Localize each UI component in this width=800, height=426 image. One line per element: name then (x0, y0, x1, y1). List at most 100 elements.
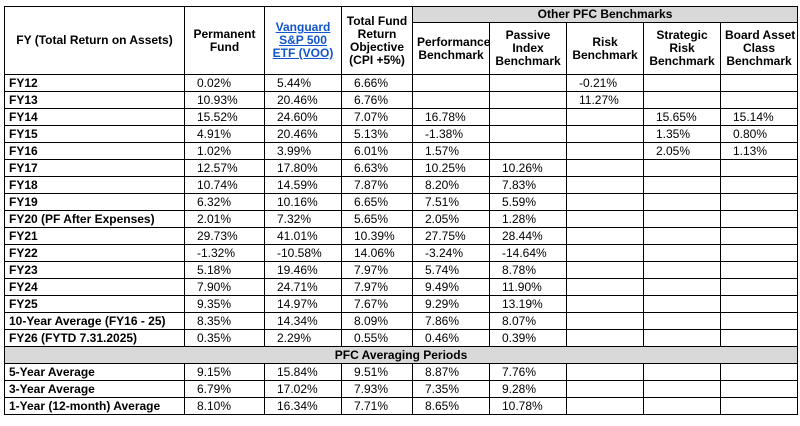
table-cell: 7.97% (341, 278, 413, 296)
table-cell (719, 159, 799, 177)
table-cell: 24.60% (264, 108, 342, 126)
table-cell (719, 74, 799, 92)
table-cell: 8.87% (412, 363, 490, 381)
col-header-vanguard-link[interactable]: Vanguard S&P 500 ETF (VOO) (264, 6, 342, 75)
table-cell: 11.27% (566, 91, 644, 109)
table-cell: 10.16% (264, 193, 342, 211)
row-label: FY21 (4, 227, 185, 245)
table-cell (566, 210, 644, 228)
table-cell: 9.51% (341, 363, 413, 381)
table-cell: 9.15% (184, 363, 265, 381)
table-cell: 3.99% (264, 142, 342, 160)
col-header-risk: Risk Benchmark (566, 22, 644, 75)
table-cell (566, 363, 644, 381)
table-row: 10-Year Average (FY16 - 25) 8.35% 14.34% 8.… (4, 312, 799, 330)
table-cell: 11.90% (489, 278, 567, 296)
row-label: FY17 (4, 159, 185, 177)
table-cell (719, 227, 799, 245)
table-row: FY17 12.57% 17.80% 6.63% 10.25% 10.26% (4, 159, 799, 177)
row-label: FY24 (4, 278, 185, 296)
row-label: 1-Year (12-month) Average (4, 397, 185, 415)
table-cell: 5.74% (412, 261, 490, 279)
table-cell (566, 295, 644, 313)
table-cell (719, 312, 799, 330)
table-cell: 12.57% (184, 159, 265, 177)
row-label: 10-Year Average (FY16 - 25) (4, 312, 185, 330)
returns-table: FY (Total Return on Assets) Permanent Fu… (3, 6, 799, 415)
table-cell: 0.80% (719, 125, 799, 143)
table-cell (643, 244, 721, 262)
table-row: FY14 15.52% 24.60% 7.07% 16.78% 15.65% 15.14% (4, 108, 799, 126)
table-cell: 7.32% (264, 210, 342, 228)
table-cell: 15.52% (184, 108, 265, 126)
table-cell: 5.65% (341, 210, 413, 228)
table-row: 5-Year Average 9.15% 15.84% 9.51% 8.87% 7.76% (4, 363, 799, 381)
table-cell: 7.07% (341, 108, 413, 126)
averaging-body: 5-Year Average 9.15% 15.84% 9.51% 8.87% 7.76%… (4, 363, 799, 415)
header-line: Permanent (193, 26, 256, 41)
table-cell: 28.44% (489, 227, 567, 245)
row-label: 5-Year Average (4, 363, 185, 381)
table-cell (566, 244, 644, 262)
table-cell: 2.29% (264, 329, 342, 347)
table-cell (412, 74, 490, 92)
header-line[interactable]: ETF (VOO) (272, 46, 334, 60)
header-line: Strategic (656, 28, 708, 42)
table-cell (719, 380, 799, 398)
table-cell: 14.59% (264, 176, 342, 194)
table-cell: 8.09% (341, 312, 413, 330)
table-cell: -1.32% (184, 244, 265, 262)
table-cell: 6.79% (184, 380, 265, 398)
table-cell: 14.06% (341, 244, 413, 262)
table-cell (719, 91, 799, 109)
table-cell (719, 261, 799, 279)
table-cell: 0.35% (184, 329, 265, 347)
table-cell: 17.80% (264, 159, 342, 177)
table-cell: 14.97% (264, 295, 342, 313)
table-cell (719, 244, 799, 262)
table-row: FY15 4.91% 20.46% 5.13% -1.38% 1.35% 0.80% (4, 125, 799, 143)
header-line[interactable]: S&P 500 (279, 33, 327, 47)
row-label: FY25 (4, 295, 185, 313)
table-cell (566, 397, 644, 415)
col-header-fund-objective: Total Fund Return Objective (CPI +5%) (341, 6, 413, 75)
row-label: FY22 (4, 244, 185, 262)
table-cell (643, 397, 721, 415)
header-line: Board Asset (725, 28, 796, 42)
table-row: FY20 (PF After Expenses) 2.01% 7.32% 5.65% 2… (4, 210, 799, 228)
table-cell (566, 227, 644, 245)
table-cell: 8.35% (184, 312, 265, 330)
table-cell: 0.02% (184, 74, 265, 92)
table-cell: 5.13% (341, 125, 413, 143)
table-cell: 20.46% (264, 91, 342, 109)
table-cell: 6.76% (341, 91, 413, 109)
header-line[interactable]: Vanguard (275, 20, 331, 34)
table-cell (566, 261, 644, 279)
table-cell: 16.34% (264, 397, 342, 415)
table-cell: 6.65% (341, 193, 413, 211)
table-cell: 19.46% (264, 261, 342, 279)
table-cell: -10.58% (264, 244, 342, 262)
table-cell: 10.74% (184, 176, 265, 194)
table-row: FY18 10.74% 14.59% 7.87% 8.20% 7.83% (4, 176, 799, 194)
header-line: Performance (417, 34, 490, 49)
header-line: Benchmark (572, 47, 638, 62)
table-cell (643, 295, 721, 313)
table-cell: -0.21% (566, 74, 644, 92)
table-cell (643, 159, 721, 177)
table-cell: 8.78% (489, 261, 567, 279)
table-cell (643, 227, 721, 245)
table-cell: 2.05% (412, 210, 490, 228)
header-line: Total Fund (346, 13, 408, 28)
table-cell (719, 176, 799, 194)
col-header-permanent-fund: Permanent Fund (184, 6, 265, 75)
table-row: FY16 1.02% 3.99% 6.01% 1.57% 2.05% 1.13% (4, 142, 799, 160)
header-line: Benchmark (649, 54, 715, 68)
table-cell (566, 142, 644, 160)
table-cell (566, 329, 644, 347)
table-cell (566, 193, 644, 211)
table-cell: 9.35% (184, 295, 265, 313)
returns-body: FY12 0.02% 5.44% 6.66% -0.21% FY13 10.93% 20.46… (4, 74, 799, 347)
row-label: FY18 (4, 176, 185, 194)
table-cell: 6.01% (341, 142, 413, 160)
